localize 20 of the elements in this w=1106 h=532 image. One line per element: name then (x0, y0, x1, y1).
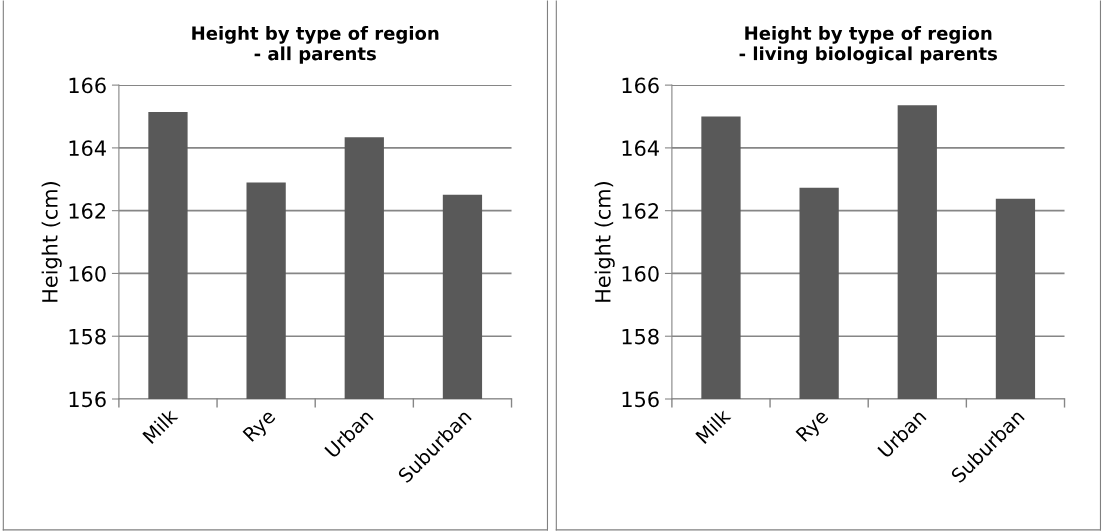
x-tick-label: Milk (141, 407, 179, 444)
y-tick-label: 158 (69, 328, 106, 345)
x-tick-label: Milk (694, 407, 732, 444)
x-tick-label: Rye (242, 408, 279, 445)
y-axis-title: Height (cm) (594, 182, 615, 302)
y-tick-label: 162 (69, 203, 105, 219)
y-tick-label: 160 (622, 265, 659, 282)
chart-title: Height by type of region - all parents (192, 26, 439, 64)
y-tick-label: 164 (69, 140, 106, 157)
y-tick-label: 166 (622, 77, 659, 94)
chart-title: Height by type of region - living biological parents (739, 26, 997, 65)
y-tick-label: 156 (622, 391, 659, 408)
y-tick-label: 166 (69, 77, 106, 94)
y-tick-label: 158 (622, 328, 659, 345)
y-tick-label: 162 (622, 203, 658, 219)
y-axis-title: Height (cm) (41, 182, 62, 302)
y-tick-label: 164 (622, 140, 659, 157)
y-tick-label: 156 (69, 391, 106, 408)
y-tick-label: 160 (69, 265, 106, 282)
x-tick-label: Rye (795, 408, 832, 445)
